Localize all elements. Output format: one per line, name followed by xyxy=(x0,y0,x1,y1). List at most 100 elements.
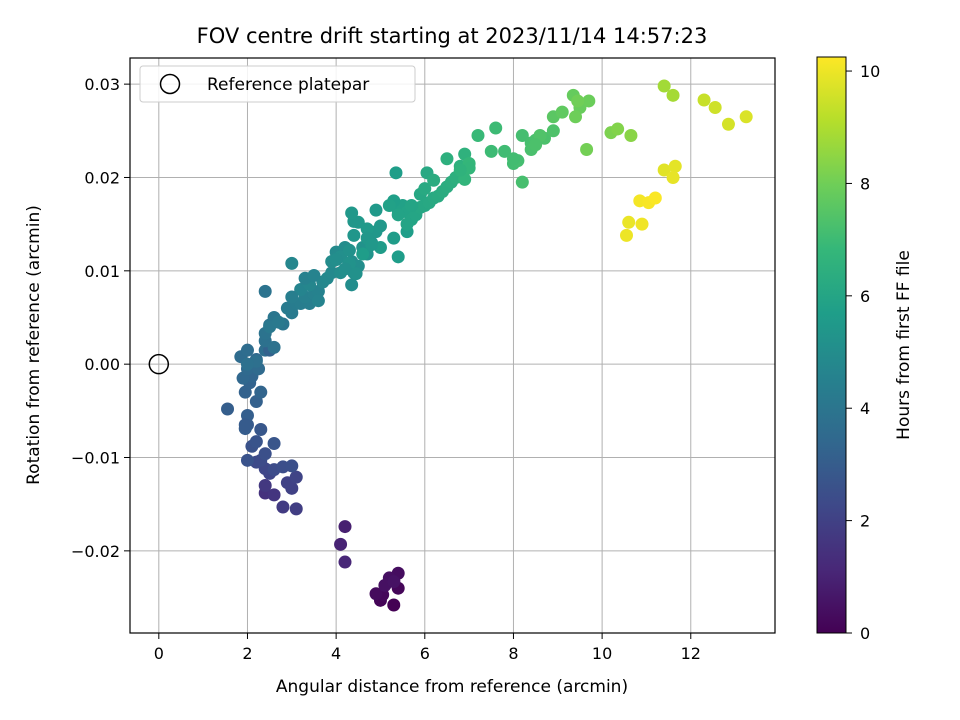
data-point xyxy=(582,94,596,108)
y-axis-label: Rotation from reference (arcmin) xyxy=(24,205,44,485)
data-point xyxy=(515,175,529,189)
data-point xyxy=(338,262,352,276)
data-point xyxy=(387,598,401,612)
data-point xyxy=(249,435,263,449)
data-point xyxy=(708,100,722,114)
data-point xyxy=(254,385,268,399)
data-point xyxy=(489,121,503,135)
data-point xyxy=(546,124,560,138)
y-axis-ticks: −0.02 −0.01 0.00 0.01 0.02 0.03 xyxy=(71,75,130,561)
data-point xyxy=(391,208,405,222)
data-point xyxy=(440,152,454,166)
data-point xyxy=(349,267,363,281)
data-point xyxy=(347,228,361,242)
data-point xyxy=(365,238,379,252)
x-tick-label: 6 xyxy=(420,644,430,663)
data-point xyxy=(427,173,441,187)
data-point xyxy=(622,215,636,229)
x-tick-label: 4 xyxy=(331,644,341,663)
x-tick-label: 12 xyxy=(681,644,701,663)
data-point xyxy=(369,587,383,601)
reference-platepar-marker xyxy=(148,353,170,375)
colorbar-tick-label: 2 xyxy=(860,512,870,531)
data-point xyxy=(635,217,649,231)
colorbar-tick-label: 8 xyxy=(860,174,870,193)
data-point xyxy=(289,470,303,484)
data-point xyxy=(258,479,272,493)
data-point xyxy=(272,315,286,329)
legend-label: Reference platepar xyxy=(207,75,369,95)
data-point xyxy=(666,88,680,102)
x-axis-ticks: 0 2 4 6 8 10 12 xyxy=(154,633,701,663)
data-point xyxy=(267,488,281,502)
data-point xyxy=(373,219,387,233)
data-point xyxy=(345,206,359,220)
data-point xyxy=(258,447,272,461)
data-point xyxy=(387,231,401,245)
y-tick-label: 0.01 xyxy=(84,262,120,281)
legend-box xyxy=(139,65,416,103)
data-point xyxy=(498,144,512,158)
data-point xyxy=(238,418,252,432)
data-point xyxy=(453,163,467,177)
x-tick-label: 10 xyxy=(592,644,612,663)
data-point xyxy=(342,243,356,257)
data-point xyxy=(471,128,485,142)
data-point xyxy=(657,79,671,93)
data-point xyxy=(555,105,569,119)
data-point xyxy=(739,110,753,124)
data-point xyxy=(529,138,543,152)
data-point xyxy=(360,222,374,236)
colorbar-tick-label: 10 xyxy=(860,62,880,81)
data-point xyxy=(334,537,348,551)
data-point xyxy=(404,198,418,212)
y-tick-label: −0.01 xyxy=(71,449,120,468)
data-point xyxy=(418,182,432,196)
data-point xyxy=(619,228,633,242)
chart-title: FOV centre drift starting at 2023/11/14 … xyxy=(197,24,708,48)
y-tick-label: −0.02 xyxy=(71,542,120,561)
data-point xyxy=(338,555,352,569)
x-tick-label: 0 xyxy=(154,644,164,663)
data-point xyxy=(307,268,321,282)
data-point xyxy=(391,250,405,264)
data-point xyxy=(345,278,359,292)
data-point xyxy=(515,128,529,142)
scatter-points xyxy=(221,79,753,612)
data-point xyxy=(240,343,254,357)
data-point xyxy=(506,152,520,166)
data-point xyxy=(400,217,414,231)
data-point xyxy=(356,247,370,261)
data-point xyxy=(338,520,352,534)
plot-frame xyxy=(129,57,776,634)
legend-marker-icon xyxy=(159,73,181,95)
colorbar: 0 2 4 6 8 10 Hours from first FF file xyxy=(816,56,914,643)
colorbar-tick-label: 0 xyxy=(860,624,870,643)
colorbar-tick-label: 6 xyxy=(860,287,870,306)
colorbar-tick-label: 4 xyxy=(860,399,870,418)
data-point xyxy=(240,357,254,371)
data-point xyxy=(311,294,325,308)
y-tick-label: 0.03 xyxy=(84,75,120,94)
colorbar-label: Hours from first FF file xyxy=(894,250,914,440)
data-point xyxy=(221,402,235,416)
data-point xyxy=(721,117,735,131)
colorbar-gradient xyxy=(816,56,847,634)
data-point xyxy=(267,340,281,354)
data-point xyxy=(668,159,682,173)
data-point xyxy=(580,142,594,156)
data-point xyxy=(484,144,498,158)
data-point xyxy=(569,110,583,124)
data-point xyxy=(240,453,254,467)
data-point xyxy=(285,256,299,270)
data-point xyxy=(611,122,625,136)
data-point xyxy=(657,163,671,177)
colorbar-ticks: 0 2 4 6 8 10 xyxy=(846,62,880,643)
data-point xyxy=(285,459,299,473)
data-point xyxy=(254,423,268,437)
data-point xyxy=(648,191,662,205)
data-point xyxy=(666,170,680,184)
x-tick-label: 8 xyxy=(508,644,518,663)
x-tick-label: 2 xyxy=(242,644,252,663)
data-point xyxy=(389,166,403,180)
